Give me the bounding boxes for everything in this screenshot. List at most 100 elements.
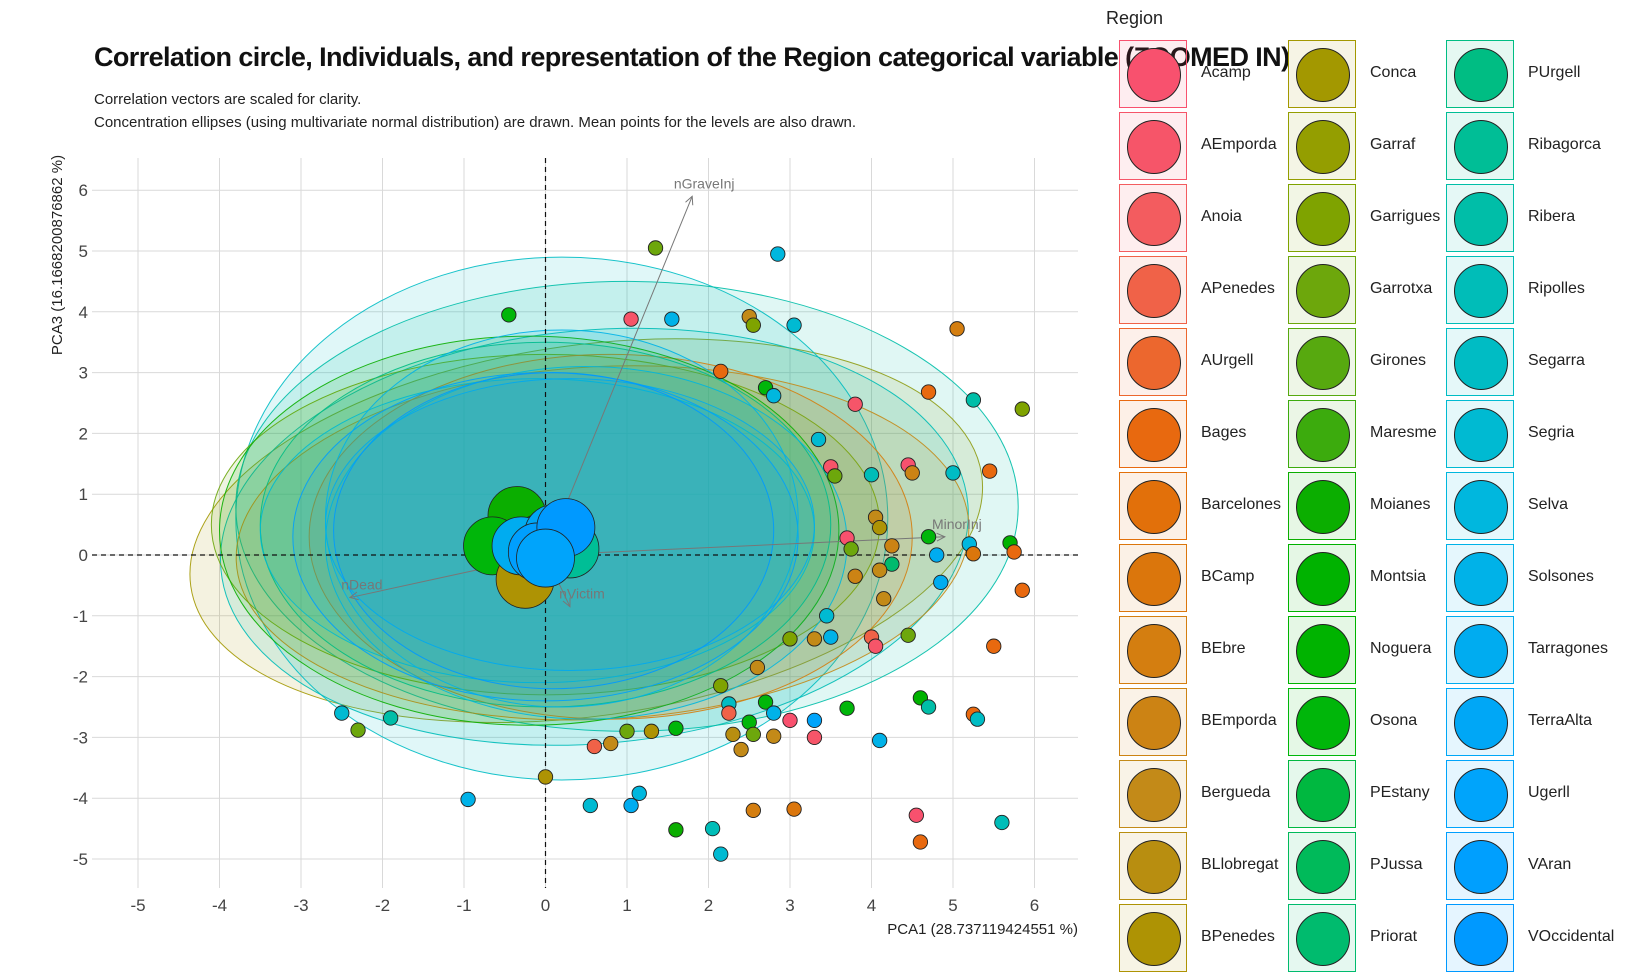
legend-item-AEmporda: AEmporda <box>1119 112 1279 182</box>
legend-label: Selva <box>1528 496 1569 513</box>
individual-point <box>904 465 920 481</box>
legend-key <box>1288 904 1356 972</box>
x-tick-label: -1 <box>456 896 471 915</box>
individual-point <box>586 738 603 755</box>
legend-swatch <box>1454 408 1508 462</box>
legend-key <box>1446 400 1514 468</box>
individual-point <box>929 547 945 563</box>
chart-subtitle-line-1: Correlation vectors are scaled for clari… <box>94 91 362 108</box>
legend-item-Garraf: Garraf <box>1288 112 1448 182</box>
individual-point <box>668 720 684 736</box>
individual-point <box>867 638 884 654</box>
x-tick-label: 2 <box>704 896 713 915</box>
legend-swatch <box>1454 264 1508 318</box>
individual-point <box>819 608 835 624</box>
individual-point <box>872 562 888 578</box>
chart-title: Correlation circle, Individuals, and rep… <box>94 42 1290 72</box>
individual-point <box>827 468 843 484</box>
y-tick-label: -4 <box>73 789 88 808</box>
ellipse-BEbre <box>308 353 913 720</box>
legend-label: PJussa <box>1370 856 1423 873</box>
legend-label: BEmporda <box>1201 712 1277 729</box>
legend-item-BPenedes: BPenedes <box>1119 904 1279 974</box>
y-tick-label: 0 <box>79 546 88 565</box>
legend-swatch <box>1127 336 1181 390</box>
y-tick-label: 6 <box>79 181 88 200</box>
legend-swatch <box>1127 480 1181 534</box>
legend-label: Segarra <box>1528 352 1585 369</box>
individual-point <box>806 712 823 729</box>
legend-label: Noguera <box>1370 640 1432 657</box>
y-tick-label: -3 <box>73 728 88 747</box>
individual-point <box>847 568 863 584</box>
legend-swatch <box>1127 48 1181 102</box>
individual-point <box>766 705 782 721</box>
individual-point <box>745 726 761 743</box>
legend-item-Girones: Girones <box>1288 328 1448 398</box>
legend-swatch <box>1454 192 1508 246</box>
individual-point <box>912 834 929 850</box>
individual-point <box>1014 401 1030 417</box>
legend-key <box>1446 184 1514 252</box>
legend-item-Conca: Conca <box>1288 40 1448 110</box>
legend-key <box>1119 112 1187 180</box>
individual-point <box>872 732 888 749</box>
legend-swatch <box>1296 552 1350 606</box>
y-tick-label: 3 <box>79 364 88 383</box>
individual-point <box>843 541 859 557</box>
legend-item-PJussa: PJussa <box>1288 832 1448 902</box>
legend-swatch <box>1454 336 1508 390</box>
legend-key <box>1288 544 1356 612</box>
legend-swatch <box>1454 120 1508 174</box>
individual-point <box>945 465 961 481</box>
legend-item-Montsia: Montsia <box>1288 544 1448 614</box>
y-tick-label: 5 <box>79 242 88 261</box>
legend-swatch <box>1296 912 1350 966</box>
legend-swatch <box>1454 840 1508 894</box>
individual-point <box>757 694 774 710</box>
legend-label: Maresme <box>1370 424 1437 441</box>
x-tick-label: -3 <box>293 896 308 915</box>
legend-key <box>1119 760 1187 828</box>
legend-label: Ribagorca <box>1528 136 1601 153</box>
legend-key <box>1288 688 1356 756</box>
legend-swatch <box>1296 48 1350 102</box>
legend-item-PEstany: PEstany <box>1288 760 1448 830</box>
individual-point <box>839 700 855 716</box>
legend-swatch <box>1454 624 1508 678</box>
individual-point <box>965 392 982 408</box>
legend-swatch <box>1454 48 1508 102</box>
legend-key <box>1119 400 1187 468</box>
x-axis-title: PCA1 (28.737119424551 %) <box>887 921 1078 938</box>
individual-point <box>713 846 729 862</box>
legend-item-BCamp: BCamp <box>1119 544 1279 614</box>
x-tick-label: 3 <box>785 896 794 915</box>
legend-item-Barcelones: Barcelones <box>1119 472 1281 542</box>
legend-label: Tarragones <box>1528 640 1609 657</box>
individual-point <box>713 363 729 380</box>
individual-point <box>786 317 802 333</box>
legend-item-Ribagorca: Ribagorca <box>1446 112 1606 182</box>
legend-label: Ripolles <box>1528 280 1585 297</box>
individual-point <box>537 769 554 785</box>
legend-label: TerraAlta <box>1528 712 1593 729</box>
legend-item-Ribera: Ribera <box>1446 184 1606 254</box>
legend-label: Garrigues <box>1370 208 1441 225</box>
individual-point <box>460 791 476 808</box>
legend-item-BEbre: BEbre <box>1119 616 1279 686</box>
x-tick-label: 0 <box>541 896 550 915</box>
legend-key <box>1119 472 1187 540</box>
individual-point <box>933 574 949 591</box>
individual-point <box>725 726 741 743</box>
vector-arrowhead <box>685 195 694 206</box>
vector-arrowhead <box>348 591 359 601</box>
individual-point <box>603 735 619 752</box>
group-mean-points <box>463 486 600 609</box>
legend-swatch <box>1296 624 1350 678</box>
legend-key <box>1119 832 1187 900</box>
individual-point <box>713 678 729 694</box>
legend-swatch <box>1454 552 1508 606</box>
individual-point <box>920 699 937 715</box>
y-axis-title: PCA3 (16.1668200876862 %) <box>49 155 66 355</box>
legend-key <box>1446 904 1514 972</box>
